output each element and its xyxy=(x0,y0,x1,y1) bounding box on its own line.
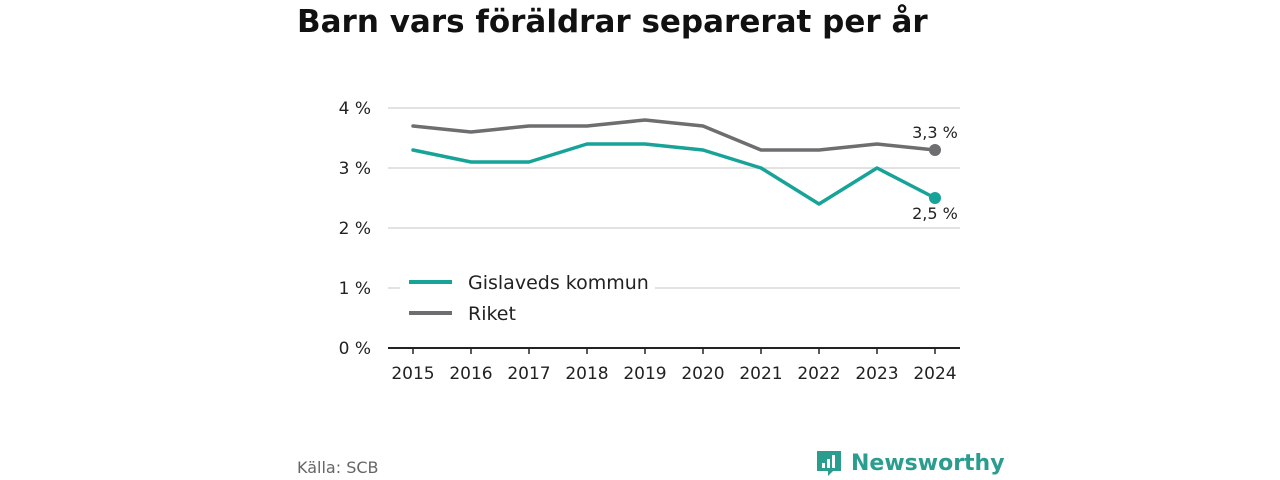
legend-backdrop xyxy=(400,273,655,295)
newsworthy-logo-icon xyxy=(817,451,841,476)
x-tick-label: 2017 xyxy=(507,364,550,384)
x-tick-label: 2016 xyxy=(449,364,492,384)
brand-name: Newsworthy xyxy=(851,450,1005,476)
x-axis: 2015 2016 2017 2018 2019 2020 2021 2022 2023 2024 xyxy=(388,347,960,384)
y-tick-label: 2 % xyxy=(339,219,371,239)
series-lines: 3,3 % 2,5 % xyxy=(411,118,958,223)
series-line xyxy=(411,142,937,206)
legend-backdrop xyxy=(400,304,655,326)
chart-title: Barn vars föräldrar separerat per år xyxy=(297,4,928,40)
x-tick-label: 2022 xyxy=(797,364,840,384)
series-end-marker xyxy=(929,144,941,156)
x-tick-label: 2015 xyxy=(391,364,434,384)
source-note: Källa: SCB xyxy=(297,458,379,477)
x-tick-label: 2024 xyxy=(913,364,956,384)
legend: Gislaveds kommun Riket xyxy=(400,272,655,326)
x-tick-label: 2019 xyxy=(623,364,666,384)
y-tick-label: 3 % xyxy=(339,159,371,179)
x-tick-label: 2018 xyxy=(565,364,608,384)
x-tick-label: 2023 xyxy=(855,364,898,384)
grid-lines xyxy=(388,107,960,289)
x-tick-label: 2021 xyxy=(739,364,782,384)
y-tick-label: 1 % xyxy=(339,279,371,299)
series-end-label: 3,3 % xyxy=(912,123,958,142)
brand-logo: Newsworthy xyxy=(815,446,1005,480)
series-end-marker xyxy=(929,192,941,204)
y-axis-tick-labels: 0 % 1 % 2 % 3 % 4 % xyxy=(339,99,371,359)
y-tick-label: 0 % xyxy=(339,339,371,359)
series-line xyxy=(411,118,937,152)
legend-label: Gislaveds kommun xyxy=(468,272,649,294)
legend-label: Riket xyxy=(468,303,516,325)
x-tick-label: 2020 xyxy=(681,364,724,384)
series-end-label: 2,5 % xyxy=(912,204,958,223)
y-tick-label: 4 % xyxy=(339,99,371,119)
